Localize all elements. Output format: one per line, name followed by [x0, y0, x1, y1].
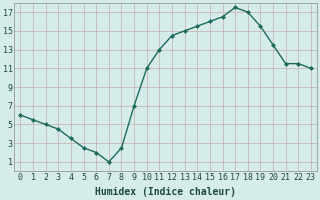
- X-axis label: Humidex (Indice chaleur): Humidex (Indice chaleur): [95, 187, 236, 197]
